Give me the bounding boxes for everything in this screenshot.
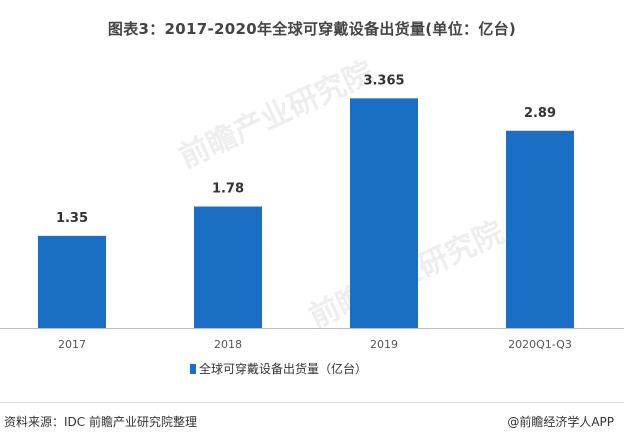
brand-credit: @前瞻经济学人APP xyxy=(507,415,614,429)
legend-swatch xyxy=(190,364,196,374)
x-tick-label-2020Q1-Q3: 2020Q1-Q3 xyxy=(508,338,572,351)
data-label-2020Q1-Q3: 2.89 xyxy=(524,106,556,121)
bar-2018 xyxy=(194,206,262,328)
legend-label: 全球可穿戴设备出货量（亿台） xyxy=(199,361,367,376)
data-label-2018: 1.78 xyxy=(212,182,244,197)
bar-2017 xyxy=(38,235,106,328)
bar-2020Q1-Q3 xyxy=(506,130,574,328)
data-label-2017: 1.35 xyxy=(56,211,88,226)
x-tick-label-2019: 2019 xyxy=(370,338,398,351)
bar-2019 xyxy=(350,98,418,329)
bar-chart: 1.35 2017 1.78 2018 3.365 2019 2.89 2020Q1-Q3 全球… xyxy=(0,73,624,376)
x-tick-label-2018: 2018 xyxy=(214,338,242,351)
source-note: 资料来源：IDC 前瞻产业研究院整理 xyxy=(4,415,197,429)
x-tick-label-2017: 2017 xyxy=(58,338,86,351)
footer: 资料来源：IDC 前瞻产业研究院整理 @前瞻经济学人APP xyxy=(0,402,624,439)
data-label-2019: 3.365 xyxy=(363,73,404,88)
chart-title: 图表3：2017-2020年全球可穿戴设备出货量(单位：亿台) xyxy=(107,20,517,38)
